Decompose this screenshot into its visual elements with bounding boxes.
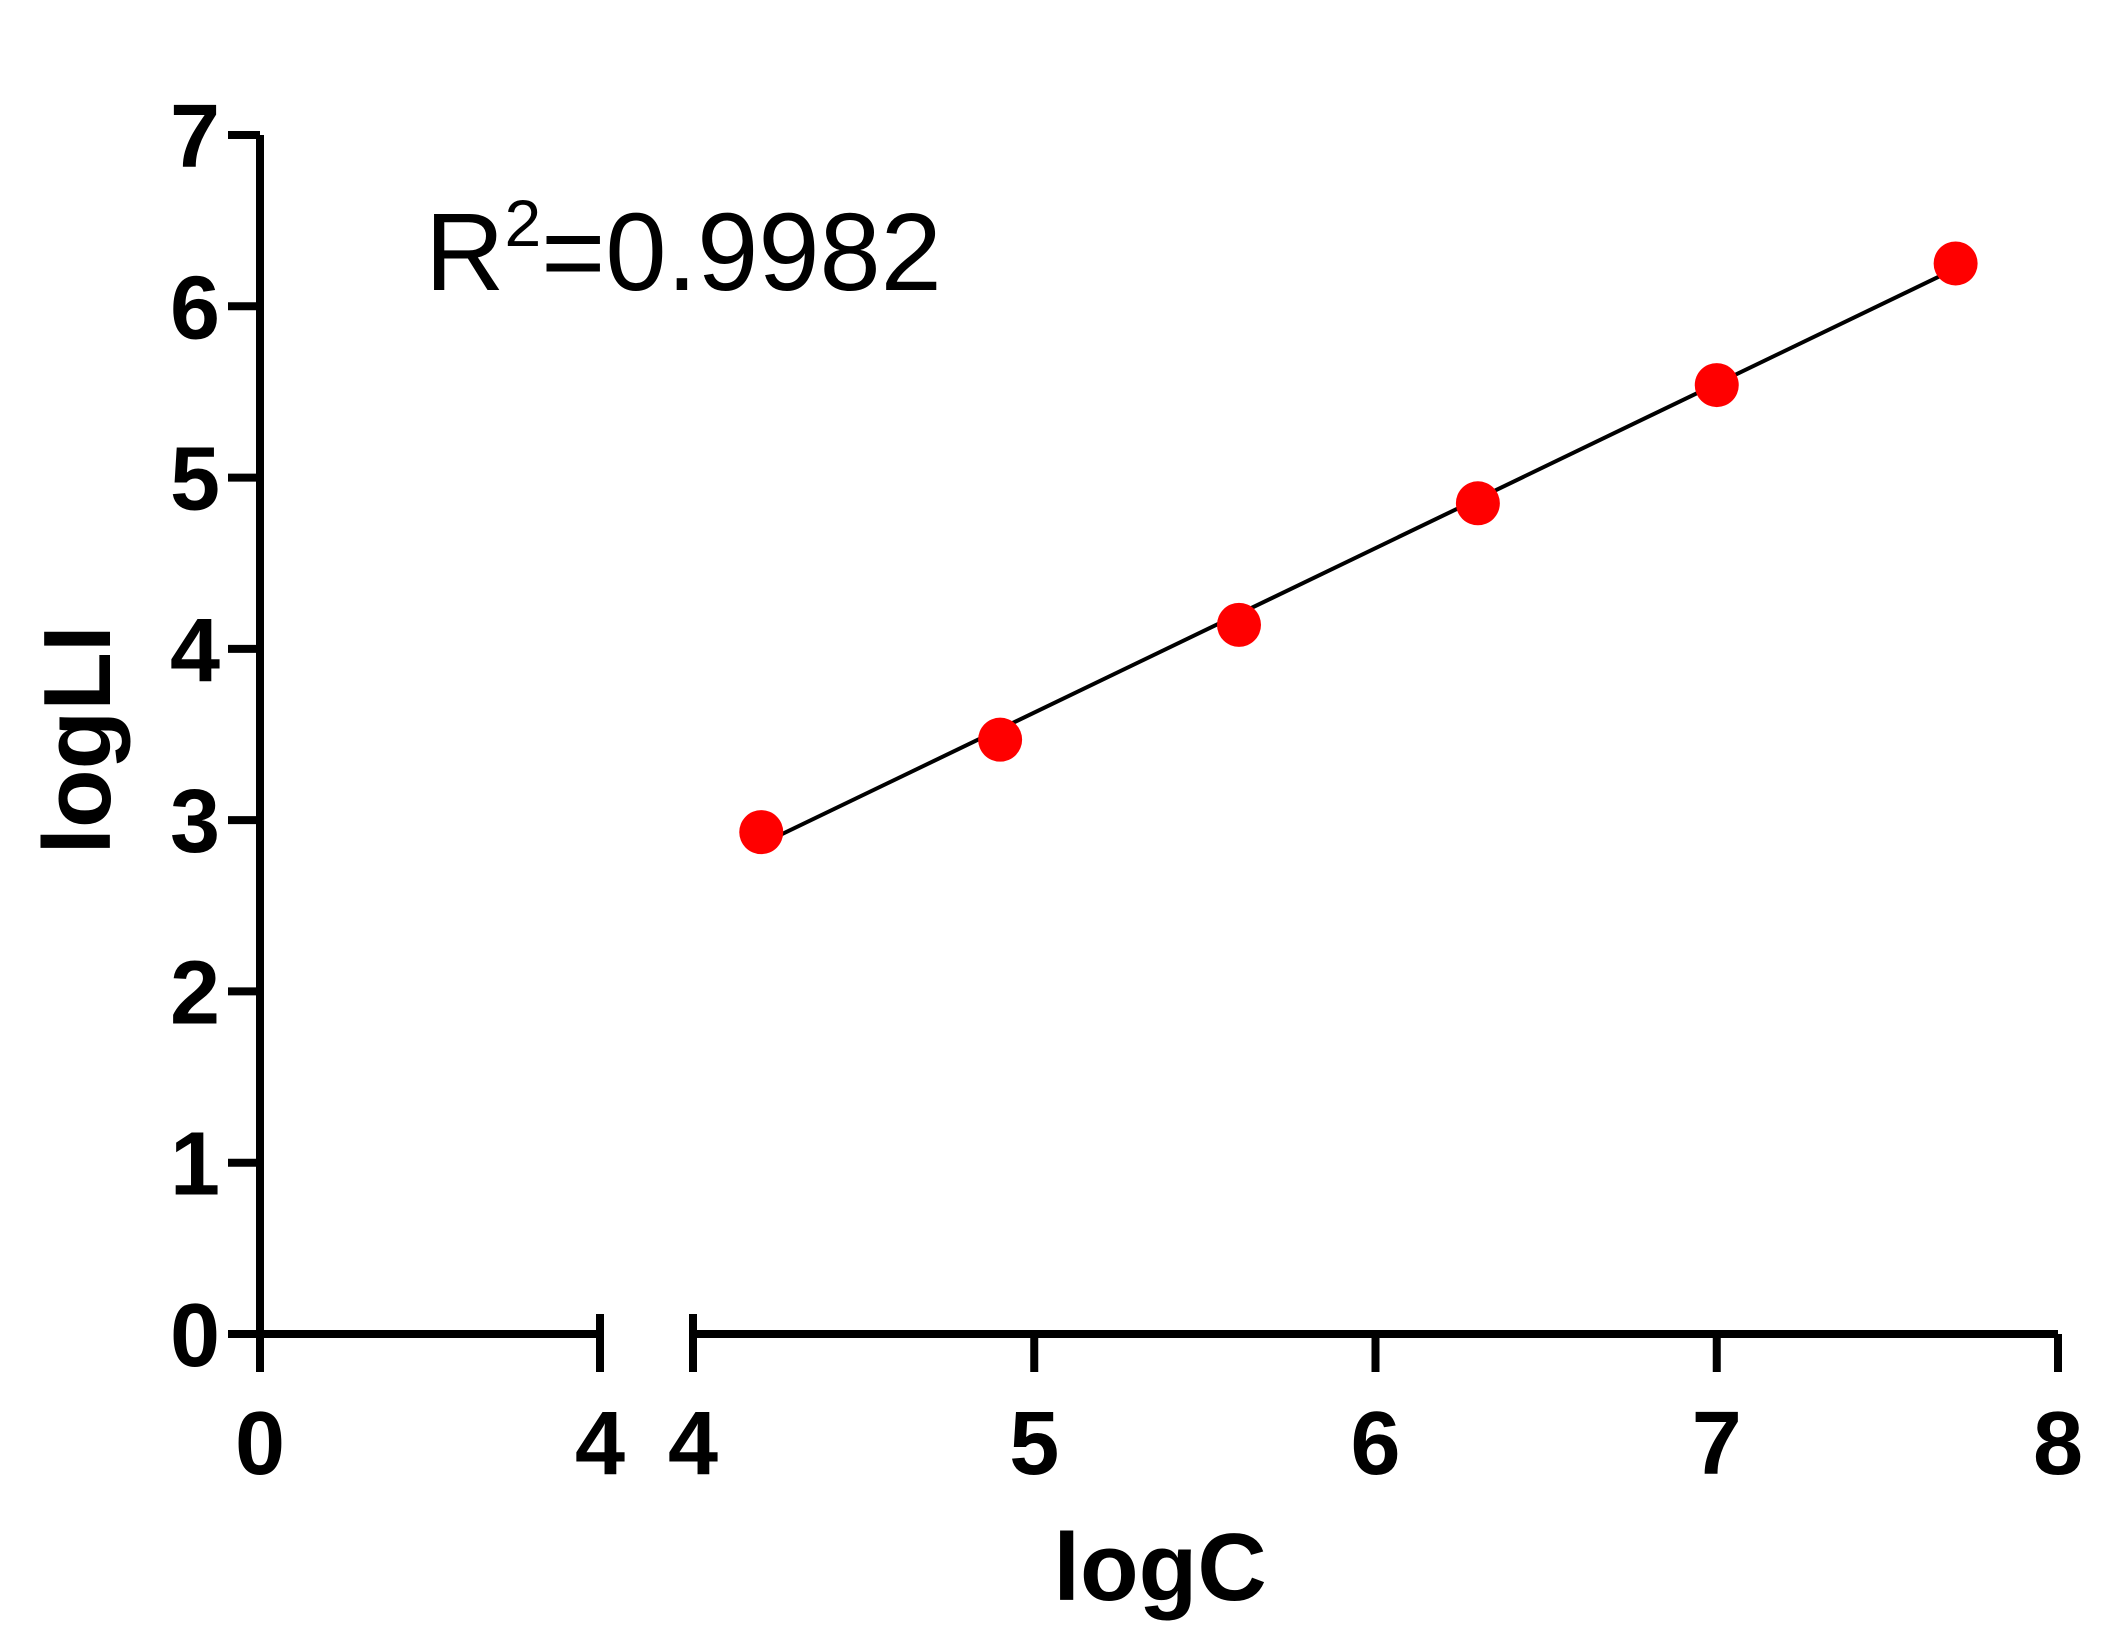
x-tick-label: 5	[1009, 1394, 1059, 1494]
r-squared-superscript: 2	[504, 186, 541, 260]
fit-line-layer	[760, 266, 1957, 846]
data-point	[1933, 241, 1978, 286]
y-tick-label: 6	[170, 258, 220, 358]
r-squared-value: =0.9982	[541, 191, 942, 314]
x-tick-label: 8	[2033, 1394, 2083, 1494]
y-tick-label: 5	[170, 430, 220, 530]
data-point	[978, 717, 1023, 762]
x-tick-label: 7	[1692, 1394, 1742, 1494]
y-tick-label: 4	[170, 601, 220, 701]
x-axis-label: logC	[1053, 1514, 1266, 1621]
y-axis-label: logLI	[24, 625, 131, 854]
x-tick-label: 6	[1350, 1394, 1400, 1494]
fit-line	[760, 266, 1957, 846]
labels-layer: R2=0.9982 logC logLI	[24, 186, 1267, 1621]
y-tick-label: 7	[170, 87, 220, 187]
x-tick-label: 4	[575, 1394, 625, 1494]
x-tick-label: 4	[668, 1394, 718, 1494]
y-tick-label: 1	[170, 1115, 220, 1215]
data-points-layer	[739, 241, 1978, 855]
y-tick-label: 0	[170, 1286, 220, 1386]
x-tick-label: 0	[235, 1394, 285, 1494]
r-squared-annotation: R2=0.9982	[425, 186, 942, 314]
data-point	[1455, 481, 1500, 526]
data-point	[739, 810, 784, 855]
y-tick-label: 3	[170, 772, 220, 872]
data-point	[1217, 602, 1261, 647]
r-squared-base: R	[425, 191, 504, 314]
data-point	[1694, 363, 1739, 408]
y-tick-label: 2	[170, 943, 220, 1043]
